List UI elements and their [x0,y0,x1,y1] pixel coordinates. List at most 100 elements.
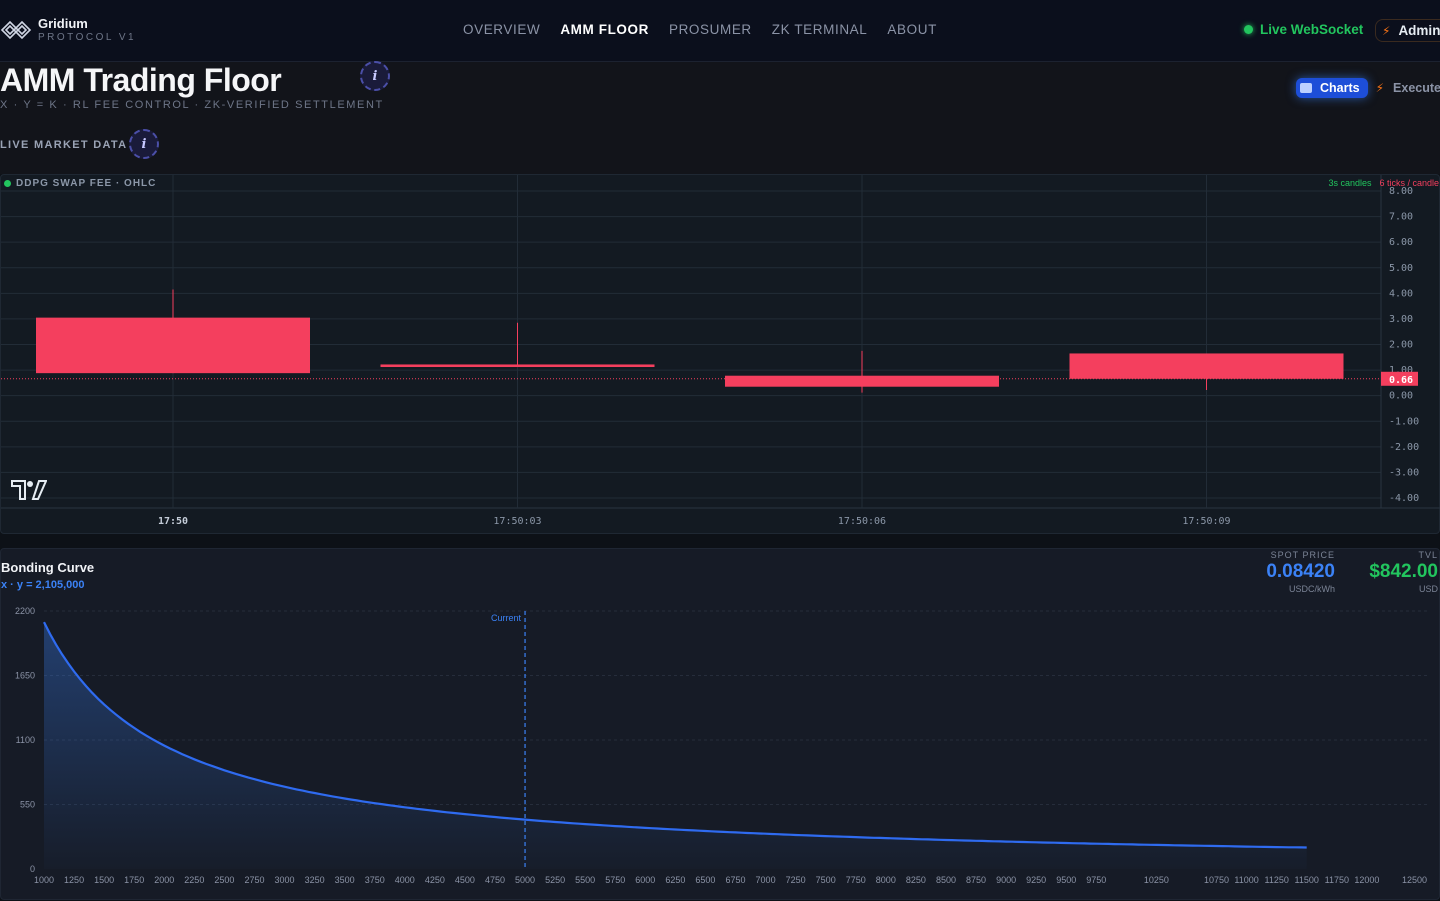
x-tick-label: 12000 [1354,875,1379,885]
execute-tab-label: Execute [1393,81,1440,95]
y-tick-label: 1100 [16,735,35,745]
x-tick-label: 6250 [665,875,685,885]
bonding-curve-panel: 2200 1650 1100 550 0 Current 1000 1250 1500 1750 2… [0,548,1440,900]
y-tick-label: -2.00 [1389,442,1419,453]
x-tick-label: 9250 [1026,875,1046,885]
x-tick-label: 8750 [966,875,986,885]
admin-button[interactable]: ⚡︎ Admin [1375,19,1440,42]
admin-label: Admin [1398,23,1440,38]
view-toggle: Charts ⚡︎ Execute [1296,77,1440,99]
x-tick-label: 6750 [725,875,745,885]
ohlc-chart[interactable]: 8.00 7.00 6.00 5.00 4.00 3.00 2.00 1.00 0.00 -1.0… [1,175,1440,535]
spot-price-value: 0.08420 [1266,561,1335,582]
x-tick-label: 7750 [846,875,866,885]
x-tick-label: 3000 [275,875,295,885]
x-tick-label: 5000 [515,875,535,885]
x-tick-label: 17:50:03 [493,516,541,527]
candle-body [380,364,655,368]
x-tick-label: 17:50 [158,516,188,527]
x-tick-label: 6500 [695,875,715,885]
candle-body [725,375,999,387]
x-tick-label: 2250 [184,875,204,885]
y-tick-label: 550 [20,800,35,810]
tradingview-logo-icon[interactable] [11,480,47,500]
x-tick-label: 11250 [1264,875,1288,885]
y-tick-label: 4.00 [1389,288,1413,299]
x-tick-label: 1250 [64,875,84,885]
y-tick-label: 0 [30,864,35,874]
x-tick-label: 4500 [455,875,475,885]
nav-amm-floor[interactable]: AMM FLOOR [560,22,649,37]
y-tick-label: 1650 [15,671,35,681]
y-tick-label: 8.00 [1389,186,1413,197]
x-tick-label: 4750 [485,875,505,885]
ohlc-chart-label: DDPG SWAP FEE · OHLC [4,178,156,189]
candle-body [1069,353,1344,379]
page-subtitle: X · Y = K · RL FEE CONTROL · ZK-VERIFIED… [0,99,384,111]
candle-settings: 3s candles 6 ticks / candle [1328,178,1439,188]
page-header: AMM Trading Floor i X · Y = K · RL FEE C… [0,61,1440,174]
y-tick-label: -3.00 [1389,467,1419,478]
ticks-per-candle-tag[interactable]: 6 ticks / candle [1379,178,1439,188]
page-title: AMM Trading Floor [0,62,282,98]
brand-logo[interactable]: Gridium PROTOCOL V1 [0,14,136,46]
info-glyph: i [141,136,147,152]
y-tick-label: -4.00 [1389,493,1419,504]
y-tick-label: 1.00 [1389,365,1413,376]
x-tick-label: 11500 [1295,875,1319,885]
nav-about[interactable]: ABOUT [887,22,937,37]
current-price-value: 0.66 [1389,375,1413,386]
chart-icon [1300,83,1312,93]
y-tick-label: 2200 [15,606,35,616]
charts-tab[interactable]: Charts [1296,78,1368,98]
x-tick-label: 9750 [1086,875,1106,885]
x-tick-label: 3500 [335,875,355,885]
x-tick-label: 2500 [214,875,234,885]
nav-prosumer[interactable]: PROSUMER [668,22,752,37]
x-tick-label: 7500 [816,875,836,885]
y-tick-label: 5.00 [1389,263,1413,274]
spot-price-unit: USDC/kWh [1288,584,1335,594]
tvl-label: TVL [1418,550,1438,560]
info-glyph: i [372,68,378,84]
x-tick-label: 10750 [1204,875,1229,885]
curve-area-fill [44,622,1307,869]
nav-zk-terminal[interactable]: ZK TERMINAL [771,22,868,37]
ohlc-chart-panel: 8.00 7.00 6.00 5.00 4.00 3.00 2.00 1.00 0.00 -1.0… [0,174,1440,534]
x-tick-label: 17:50:09 [1182,516,1230,527]
x-tick-label: 9000 [996,875,1016,885]
main-nav: OVERVIEW AMM FLOOR PROSUMER ZK TERMINAL … [453,21,947,39]
nav-overview[interactable]: OVERVIEW [463,22,541,37]
y-tick-label: 2.00 [1389,340,1413,351]
x-tick-label: 7000 [756,875,776,885]
live-data-info-icon[interactable]: i [129,129,159,159]
top-nav-bar: Gridium PROTOCOL V1 OVERVIEW AMM FLOOR P… [0,0,1440,62]
x-tick-label: 1500 [94,875,114,885]
candle-interval-tag[interactable]: 3s candles [1328,178,1372,188]
x-tick-label: 8250 [906,875,926,885]
x-tick-label: 1000 [34,875,54,885]
current-position-label: Current [491,613,522,623]
websocket-status: Live WebSocket [1244,22,1363,37]
spot-price-label: SPOT PRICE [1270,550,1335,560]
gridium-logo-icon [0,20,32,40]
x-tick-label: 12500 [1402,875,1427,885]
execute-tab[interactable]: ⚡︎ Execute [1376,81,1440,95]
x-tick-label: 5500 [575,875,595,885]
tvl-value: $842.00 [1369,561,1438,582]
title-info-icon[interactable]: i [360,61,390,91]
bolt-icon: ⚡︎ [1375,81,1385,95]
candle-body [36,317,310,374]
x-tick-label: 17:50:06 [838,516,886,527]
bonding-curve-equation: x · y = 2,105,000 [1,579,85,591]
bolt-icon: ⚡︎ [1382,23,1391,38]
ohlc-chart-title: DDPG SWAP FEE · OHLC [16,178,157,189]
x-tick-label: 5750 [605,875,625,885]
x-tick-label: 8000 [876,875,896,885]
bonding-curve-line [43,621,1307,849]
live-market-data-label: LIVE MARKET DATA [0,139,128,151]
x-tick-label: 7250 [786,875,806,885]
bonding-curve-title: Bonding Curve [1,560,95,575]
live-dot-icon [4,180,11,187]
